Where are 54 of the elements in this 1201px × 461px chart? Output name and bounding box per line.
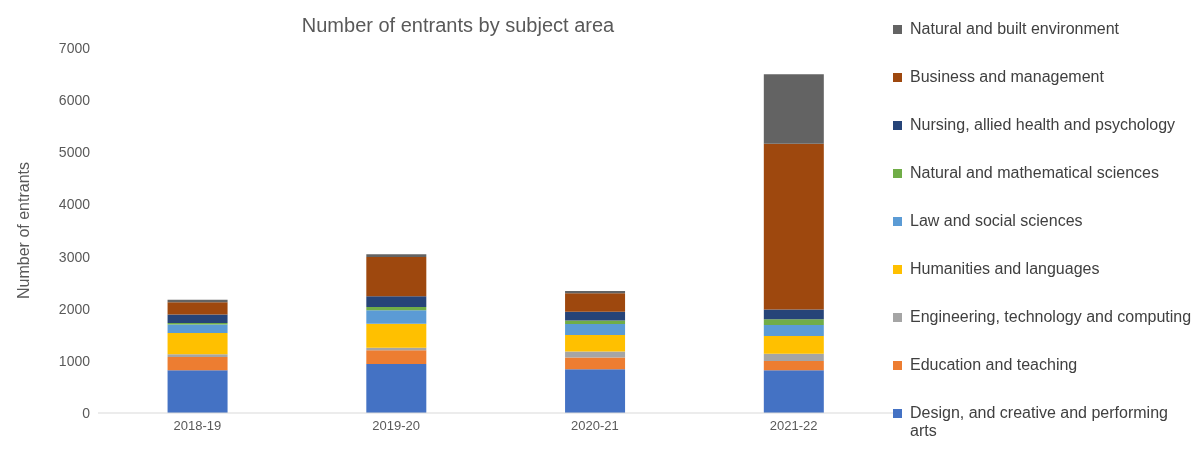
bar xyxy=(366,350,427,364)
legend-label: Business and management xyxy=(910,68,1104,86)
bar xyxy=(565,311,626,321)
legend-label: Design, and creative and performing arts xyxy=(910,404,1169,440)
y-tick-label: 4000 xyxy=(58,196,91,213)
bar xyxy=(763,319,824,325)
x-tick-label: 2020-21 xyxy=(571,418,619,434)
y-tick-label: 6000 xyxy=(58,92,91,109)
bar xyxy=(366,296,427,307)
bar xyxy=(565,335,626,352)
bar xyxy=(167,324,228,333)
bar xyxy=(565,293,626,312)
bar xyxy=(763,361,824,371)
legend-label: Engineering, technology and computing xyxy=(910,308,1192,326)
legend-label: Law and social sciences xyxy=(910,212,1083,230)
y-tick-label: 7000 xyxy=(58,39,91,56)
legend-label: Humanities and languages xyxy=(910,260,1100,278)
bar xyxy=(167,314,228,324)
bar xyxy=(366,310,427,324)
x-tick-label: 2019-20 xyxy=(372,418,420,434)
bar xyxy=(763,336,824,354)
bar xyxy=(167,356,228,371)
y-tick-label: 0 xyxy=(82,404,91,421)
bar xyxy=(366,254,427,258)
bar xyxy=(565,369,626,413)
x-tick-label: 2021-22 xyxy=(769,418,818,434)
chart-title: Number of entrants by subject area xyxy=(300,14,616,37)
bar xyxy=(763,353,824,362)
legend-label: Natural and mathematical sciences xyxy=(910,164,1160,182)
legend-label: Education and teaching xyxy=(910,356,1078,374)
bar xyxy=(565,324,626,336)
legend-label: Nursing, allied health and psychology xyxy=(910,116,1176,134)
bar xyxy=(366,257,427,297)
bar xyxy=(763,143,824,310)
bar xyxy=(763,309,824,320)
bar xyxy=(763,324,824,337)
y-tick-label: 1000 xyxy=(58,352,91,369)
bar xyxy=(366,323,427,348)
bar xyxy=(366,363,427,413)
bar xyxy=(565,351,626,358)
x-tick-label: 2018-19 xyxy=(173,418,222,434)
bar xyxy=(763,370,824,413)
bar xyxy=(167,302,228,315)
bar xyxy=(167,354,228,357)
y-tick-label: 2000 xyxy=(58,300,91,317)
bar xyxy=(167,370,228,413)
y-tick-label: 3000 xyxy=(58,248,91,265)
y-axis-title: Number of entrants xyxy=(14,162,32,299)
bar xyxy=(565,320,626,325)
bar xyxy=(565,357,626,370)
bar xyxy=(763,74,824,144)
legend-label: Natural and built environment xyxy=(910,20,1120,38)
bar xyxy=(167,332,228,355)
y-tick-label: 5000 xyxy=(58,144,91,161)
